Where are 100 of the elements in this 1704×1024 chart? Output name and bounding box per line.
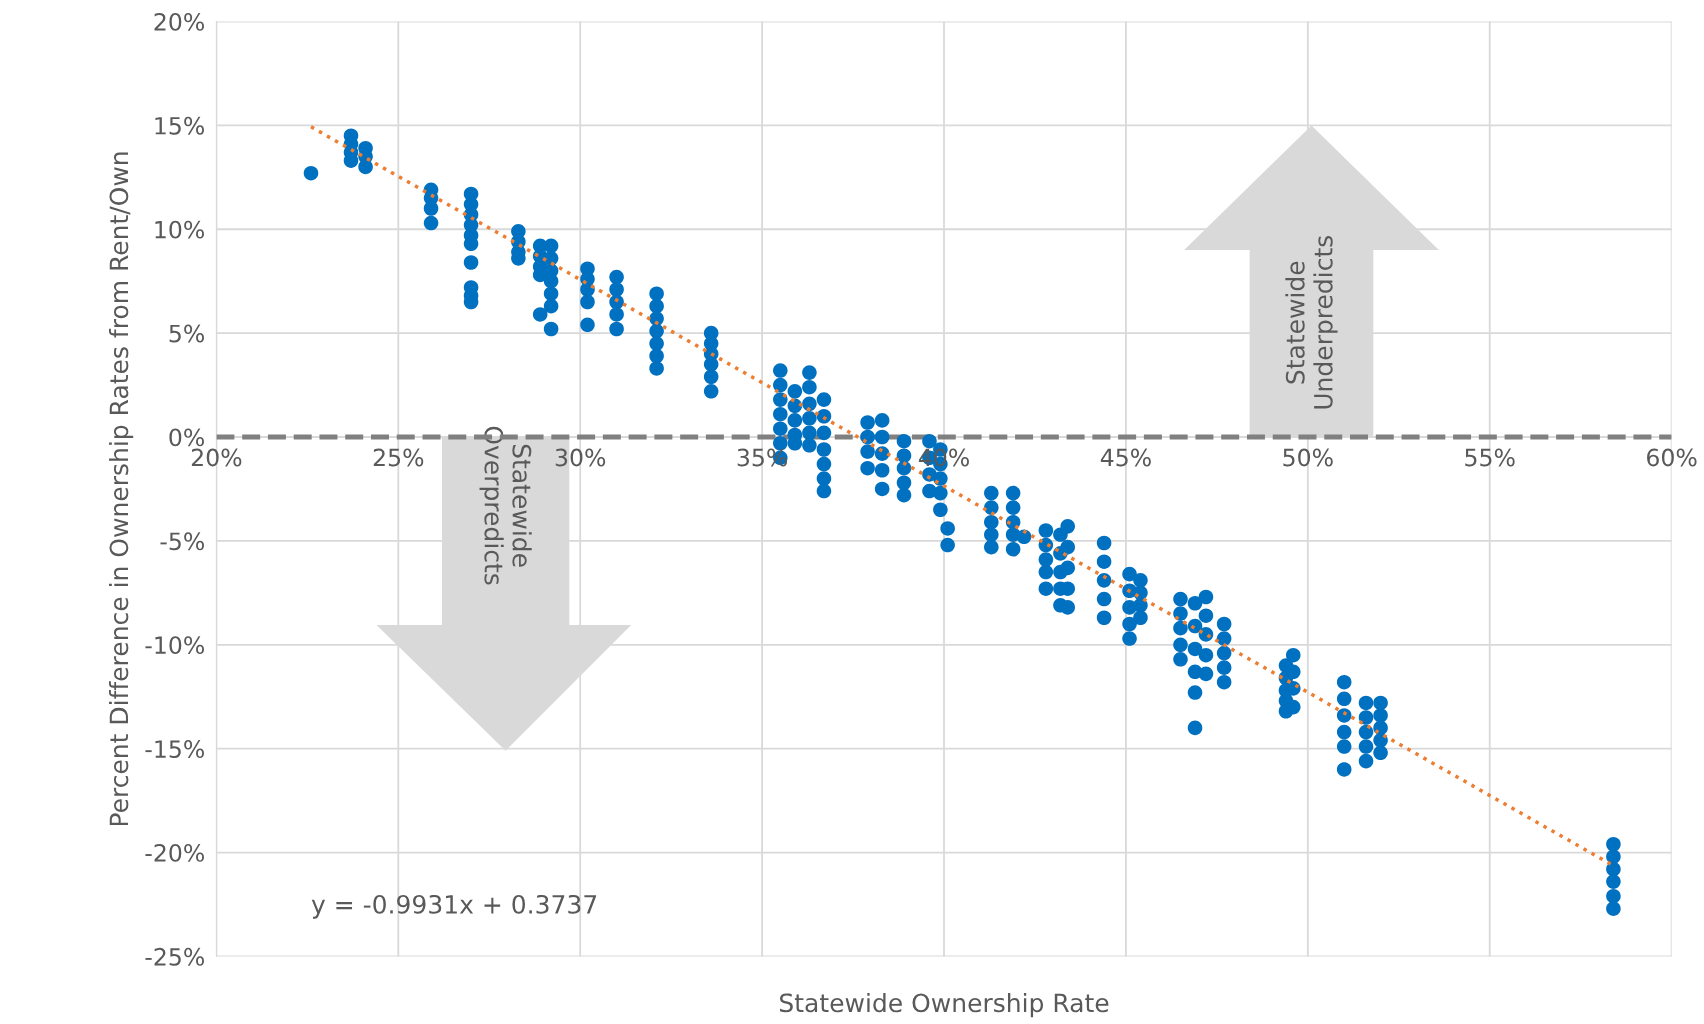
point	[1216, 674, 1232, 690]
point	[649, 323, 664, 339]
point	[933, 502, 948, 518]
y-tick-label: -15%	[145, 740, 204, 758]
point	[984, 485, 999, 501]
point	[303, 165, 319, 181]
point	[1096, 610, 1112, 626]
point	[1606, 901, 1621, 916]
point	[1336, 724, 1352, 740]
y-tick-label: 5%	[169, 324, 204, 343]
point	[816, 456, 832, 472]
point	[1187, 685, 1203, 700]
point	[1096, 554, 1112, 569]
point	[609, 269, 624, 285]
point	[787, 413, 803, 428]
point	[773, 392, 788, 407]
point	[609, 321, 624, 337]
point	[1373, 708, 1388, 723]
y-tick-label: 0%	[169, 428, 204, 447]
point	[940, 521, 955, 536]
point	[1606, 836, 1621, 852]
point	[649, 286, 664, 301]
point	[1005, 485, 1021, 501]
point	[1373, 745, 1388, 761]
annotation: Statewide Underpredicts	[1285, 235, 1338, 409]
point	[1060, 600, 1075, 615]
point	[609, 282, 624, 297]
point	[802, 379, 817, 395]
y-tick-label: -25%	[145, 947, 204, 966]
point	[543, 238, 559, 254]
point	[1060, 539, 1075, 555]
point	[1336, 674, 1352, 690]
point	[1285, 647, 1301, 663]
point	[1005, 541, 1021, 557]
point	[773, 377, 788, 393]
point	[896, 487, 912, 503]
point	[860, 415, 875, 430]
point	[1038, 523, 1054, 538]
point	[649, 298, 664, 314]
point	[802, 438, 817, 453]
point	[1336, 739, 1352, 754]
x-tick-label: 55%	[1465, 448, 1515, 467]
x-tick-label: 45%	[1100, 448, 1151, 467]
point	[649, 361, 664, 376]
annotation: y = -0.9931x + 0.3737	[311, 894, 597, 919]
point	[703, 357, 719, 372]
point	[1187, 595, 1203, 611]
point	[802, 396, 817, 412]
point	[609, 307, 624, 322]
point	[816, 392, 832, 407]
point	[1358, 739, 1374, 754]
point	[649, 348, 664, 364]
point	[1187, 720, 1203, 736]
point	[802, 425, 817, 441]
point	[703, 369, 719, 385]
point	[1336, 762, 1352, 777]
point	[874, 413, 890, 428]
point	[1358, 695, 1374, 711]
point	[463, 255, 479, 270]
point	[816, 471, 832, 486]
y-axis-title: Percent Difference in Ownership Rates from Rent/Own	[108, 152, 134, 826]
x-tick-label: 60%	[1647, 448, 1697, 467]
y-tick-label: -10%	[145, 636, 204, 655]
point	[1122, 616, 1137, 632]
point	[773, 406, 788, 422]
annotation: Statewide Overpredicts	[479, 426, 532, 585]
point	[1060, 519, 1075, 534]
point	[1606, 861, 1621, 877]
point	[1198, 647, 1214, 663]
point	[1133, 610, 1148, 626]
point	[423, 215, 439, 231]
point	[1173, 620, 1188, 636]
point	[580, 294, 595, 310]
point	[1606, 874, 1621, 889]
point	[423, 201, 439, 216]
point	[860, 429, 875, 445]
x-tick-label: 20%	[191, 448, 242, 467]
point	[1606, 888, 1621, 904]
point	[703, 384, 719, 399]
point	[874, 462, 890, 478]
point	[1173, 606, 1188, 621]
point	[1173, 591, 1188, 607]
point	[580, 317, 595, 333]
y-tick-label: 15%	[155, 116, 204, 135]
point	[773, 421, 788, 436]
point	[1005, 500, 1021, 515]
point	[802, 365, 817, 380]
point	[1198, 666, 1214, 682]
point	[896, 433, 912, 449]
x-axis-title: Statewide Ownership Rate	[780, 992, 1109, 1018]
point	[874, 481, 890, 497]
point	[802, 411, 817, 426]
point	[1198, 608, 1214, 623]
point	[933, 471, 948, 486]
point	[1060, 560, 1075, 576]
point	[773, 363, 788, 378]
point	[984, 539, 999, 555]
point	[1173, 637, 1188, 653]
point	[984, 514, 999, 530]
point	[1038, 581, 1054, 596]
